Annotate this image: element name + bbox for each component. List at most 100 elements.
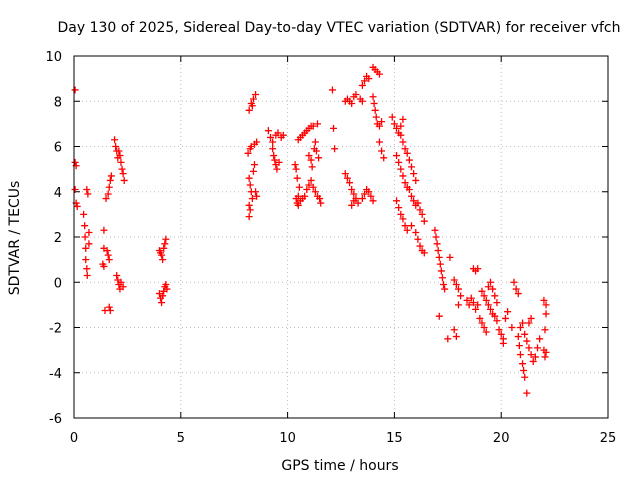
data-point [397,165,405,173]
data-point [450,326,458,334]
data-point [370,100,378,108]
data-point [489,285,497,293]
data-point [534,344,542,352]
data-point [71,158,79,166]
data-point [444,335,452,343]
data-point [378,118,386,126]
data-point [480,292,488,300]
data-point [399,172,407,180]
data-point [525,319,533,327]
data-point [292,195,300,203]
data-point [523,337,531,345]
data-point [407,163,415,171]
data-point [410,197,418,205]
data-point [440,281,448,289]
data-point [416,206,424,214]
data-point [84,190,92,198]
data-point [104,251,112,259]
data-point [397,122,405,130]
data-point [348,185,356,193]
data-point [407,222,415,230]
y-tick-label: 8 [54,95,62,110]
data-point [467,294,475,302]
data-point [73,202,81,210]
data-point [360,190,368,198]
y-tick-label: 0 [54,276,62,291]
plot-frame [73,55,609,419]
data-point [294,201,302,209]
data-point [248,102,256,110]
data-point [160,244,168,252]
data-point [541,326,549,334]
data-point [118,165,126,173]
data-point [308,163,316,171]
data-point [397,210,405,218]
data-point [113,271,121,279]
data-point [305,152,313,160]
data-point [378,147,386,155]
data-point [501,314,509,322]
data-point [249,167,257,175]
data-point [446,253,454,261]
data-point [330,124,338,132]
data-point [352,90,360,98]
data-point [106,307,114,315]
data-point [111,136,119,144]
data-point [358,97,366,105]
data-point [395,158,403,166]
data-point [252,90,260,98]
data-point [365,75,373,83]
data-point [314,120,322,128]
data-point [540,296,548,304]
data-point [158,299,166,307]
data-point [358,195,366,203]
data-point [515,342,523,350]
data-point [307,156,315,164]
data-point [405,156,413,164]
data-point [273,165,281,173]
data-point [542,310,550,318]
data-point [482,296,490,304]
data-point [81,222,89,230]
data-point [519,319,527,327]
data-point [482,328,490,336]
data-point [410,170,418,178]
data-point [521,373,529,381]
data-point [487,278,495,286]
x-axis-label: GPS time / hours [281,458,398,474]
y-tick-label: -6 [49,412,62,427]
data-point [412,176,420,184]
data-point [521,330,529,338]
data-point [309,122,317,130]
data-point [106,176,114,184]
data-points [71,63,550,397]
data-point [245,174,253,182]
data-point [248,195,256,203]
data-point [305,181,313,189]
y-tick-label: -2 [49,322,62,337]
data-point [397,131,405,139]
data-point [161,240,169,248]
data-point [293,174,301,182]
data-point [350,190,358,198]
data-point [117,278,125,286]
data-point [469,299,477,307]
data-point [369,197,377,205]
data-point [341,170,349,178]
data-point [367,192,375,200]
y-axis-label: SDTVAR / TECUs [7,181,23,296]
data-point [395,204,403,212]
data-point [516,324,524,331]
data-point [317,199,325,207]
data-point [372,113,380,121]
data-point [437,267,445,275]
y-tick-label: 2 [54,231,62,246]
data-point [275,158,283,166]
x-tick-label: 0 [70,431,78,446]
data-point [450,276,458,284]
data-point [478,319,486,327]
data-point [403,149,411,157]
data-point [271,156,279,164]
data-point [245,106,253,114]
